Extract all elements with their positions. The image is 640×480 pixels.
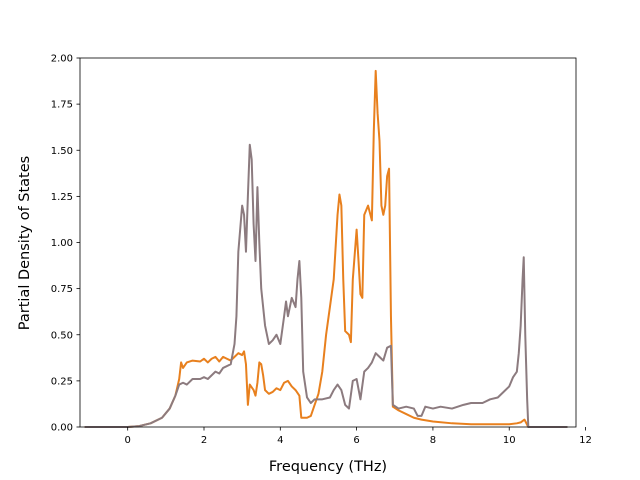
series-line-1 — [84, 69, 568, 428]
y-tick-label: 1.00 — [51, 238, 73, 249]
axis-ticks: 0 2 4 6 8 10 12 0.00 0.25 0.50 0.75 1.00 1.25 1.50 1.7… — [51, 54, 592, 446]
x-tick-label: 6 — [353, 435, 359, 446]
y-tick-label: 0.25 — [51, 376, 73, 387]
x-axis-label: Frequency (THz) — [269, 459, 387, 475]
x-tick-label: 2 — [201, 435, 207, 446]
x-tick-label: 0 — [125, 435, 131, 446]
y-tick-label: 0.75 — [51, 284, 73, 295]
y-tick-label: 1.50 — [51, 146, 73, 157]
y-tick-label: 0.50 — [51, 330, 73, 341]
y-tick-label: 1.75 — [51, 100, 73, 111]
x-tick-label: 12 — [579, 435, 592, 446]
x-tick-label: 10 — [503, 435, 516, 446]
x-tick-label: 8 — [430, 435, 436, 446]
series-line-2 — [84, 143, 568, 428]
y-tick-label: 1.25 — [51, 192, 73, 203]
y-axis-label: Partial Density of States — [17, 156, 33, 330]
x-tick-label: 4 — [277, 435, 283, 446]
y-tick-label: 2.00 — [51, 54, 73, 65]
y-tick-label: 0.00 — [51, 423, 73, 434]
